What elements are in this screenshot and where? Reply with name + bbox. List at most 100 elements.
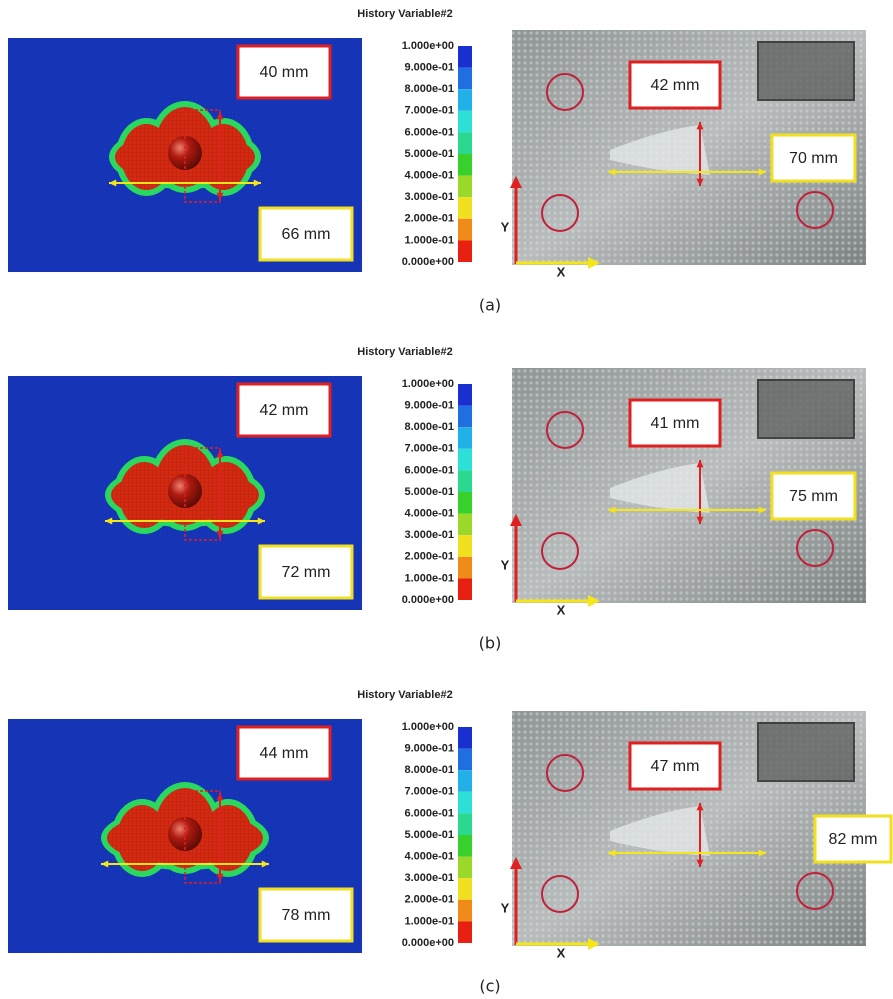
colorbar-title: History Variable#2 xyxy=(357,346,452,358)
colorbar-segment xyxy=(458,197,472,219)
colorbar-label: 5.000e-01 xyxy=(404,486,454,498)
colorbar-segment xyxy=(458,470,472,492)
colorbar-segment xyxy=(458,792,472,814)
colorbar-segment xyxy=(458,89,472,111)
colorbar-label: 6.000e-01 xyxy=(404,126,454,138)
simulation-width-label: 66 mm xyxy=(282,226,331,243)
colorbar-label: 3.000e-01 xyxy=(404,529,454,541)
colorbar-label: 2.000e-01 xyxy=(404,894,454,906)
colorbar-segment xyxy=(458,68,472,90)
simulation-height-label: 42 mm xyxy=(260,402,309,419)
colorbar-label: 4.000e-01 xyxy=(404,851,454,863)
colorbar-label: 0.000e+00 xyxy=(402,594,454,606)
caption: (b) xyxy=(479,634,502,653)
colorbar-label: 8.000e-01 xyxy=(404,764,454,776)
colorbar-label: 1.000e-01 xyxy=(404,234,454,246)
colorbar-label: 9.000e-01 xyxy=(404,743,454,755)
damage-lobe xyxy=(201,462,251,528)
colorbar-label: 3.000e-01 xyxy=(404,191,454,203)
colorbar-segment xyxy=(458,111,472,133)
colorbar-label: 1.000e-01 xyxy=(404,915,454,927)
colorbar-segment xyxy=(458,921,472,943)
photo-height-label: 41 mm xyxy=(651,415,700,432)
colorbar-label: 3.000e-01 xyxy=(404,872,454,884)
colorbar-segment xyxy=(458,813,472,835)
x-axis-label: X xyxy=(557,945,566,960)
colorbar-segment xyxy=(458,727,472,749)
simulation-image: 44 mm 78 mm xyxy=(8,719,362,953)
colorbar-segment xyxy=(458,557,472,579)
simulation-width-label: 78 mm xyxy=(282,907,331,924)
colorbar-label: 8.000e-01 xyxy=(404,83,454,95)
colorbar-title: History Variable#2 xyxy=(357,689,452,701)
colorbar-segment xyxy=(458,219,472,241)
panel: 40 mm 66 mm History Variable#2 1.000e+00 9.0… xyxy=(8,8,866,315)
colorbar-segment xyxy=(458,878,472,900)
colorbar-label: 0.000e+00 xyxy=(402,256,454,268)
colorbar-segment xyxy=(458,384,472,406)
colorbar-segment xyxy=(458,535,472,557)
caption: (c) xyxy=(479,977,500,996)
photo-width-label: 75 mm xyxy=(789,488,838,505)
colorbar-segment xyxy=(458,749,472,771)
colorbar-segment xyxy=(458,835,472,857)
simulation-height-label: 44 mm xyxy=(260,745,309,762)
simulation-height-label: 40 mm xyxy=(260,64,309,81)
colorbar-label: 6.000e-01 xyxy=(404,807,454,819)
y-axis-label: Y xyxy=(501,219,510,234)
colorbar-label: 4.000e-01 xyxy=(404,508,454,520)
colorbar-label: 1.000e-01 xyxy=(404,572,454,584)
panel: 42 mm72 mmHistory Variable#21.000e+009.0… xyxy=(8,346,866,653)
colorbar-label: 4.000e-01 xyxy=(404,170,454,182)
photo-width-label: 82 mm xyxy=(829,831,878,848)
colorbar-label: 9.000e-01 xyxy=(404,62,454,74)
figure: 40 mm 66 mm History Variable#2 1.000e+00 9.0… xyxy=(0,0,893,999)
colorbar-label: 5.000e-01 xyxy=(404,829,454,841)
colorbar-label: 7.000e-01 xyxy=(404,105,454,117)
camera-logo xyxy=(758,42,854,100)
damage-lobe xyxy=(119,462,169,528)
damage-lobe xyxy=(117,805,167,871)
photo-height-label: 47 mm xyxy=(651,758,700,775)
colorbar-segment xyxy=(458,154,472,176)
y-axis-label: Y xyxy=(501,557,510,572)
colorbar-segment xyxy=(458,514,472,536)
y-axis-label: Y xyxy=(501,900,510,915)
colorbar-segment xyxy=(458,427,472,449)
colorbar-label: 8.000e-01 xyxy=(404,421,454,433)
simulation-width-label: 72 mm xyxy=(282,564,331,581)
colorbar-label: 2.000e-01 xyxy=(404,213,454,225)
x-axis-label: X xyxy=(557,264,566,279)
caption: (a) xyxy=(479,296,501,315)
colorbar-label: 7.000e-01 xyxy=(404,786,454,798)
colorbar-segment xyxy=(458,176,472,198)
colorbar-label: 6.000e-01 xyxy=(404,464,454,476)
panel: 44 mm 78 mm History Variable#2 1.000e+00 9.0… xyxy=(8,689,891,996)
colorbar-label: 1.000e+00 xyxy=(402,721,454,733)
colorbar-segment xyxy=(458,132,472,154)
simulation-image: 42 mm 72 mm xyxy=(8,376,362,610)
damage-lobe xyxy=(203,805,253,871)
colorbar-segment xyxy=(458,770,472,792)
colorbar-segment xyxy=(458,578,472,600)
colorbar-segment xyxy=(458,900,472,922)
photo-width-label: 70 mm xyxy=(789,150,838,167)
colorbar-segment xyxy=(458,449,472,471)
camera-logo xyxy=(758,380,854,438)
colorbar-label: 1.000e+00 xyxy=(402,40,454,52)
colorbar-title: History Variable#2 xyxy=(357,8,452,20)
colorbar-label: 5.000e-01 xyxy=(404,148,454,160)
damage-lobe xyxy=(199,124,249,190)
colorbar-segment xyxy=(458,406,472,428)
camera-logo xyxy=(758,723,854,781)
x-axis-label: X xyxy=(557,602,566,617)
damage-lobe xyxy=(122,124,172,190)
photo: 41 mm 75 mm xyxy=(510,368,866,607)
colorbar-segment xyxy=(458,240,472,262)
colorbar-segment xyxy=(458,46,472,68)
photo: 47 mm 82 mm xyxy=(510,711,891,950)
colorbar-segment xyxy=(458,857,472,879)
simulation-image: 40 mm 66 mm xyxy=(8,38,362,272)
colorbar-label: 9.000e-01 xyxy=(404,400,454,412)
colorbar-label: 2.000e-01 xyxy=(404,551,454,563)
